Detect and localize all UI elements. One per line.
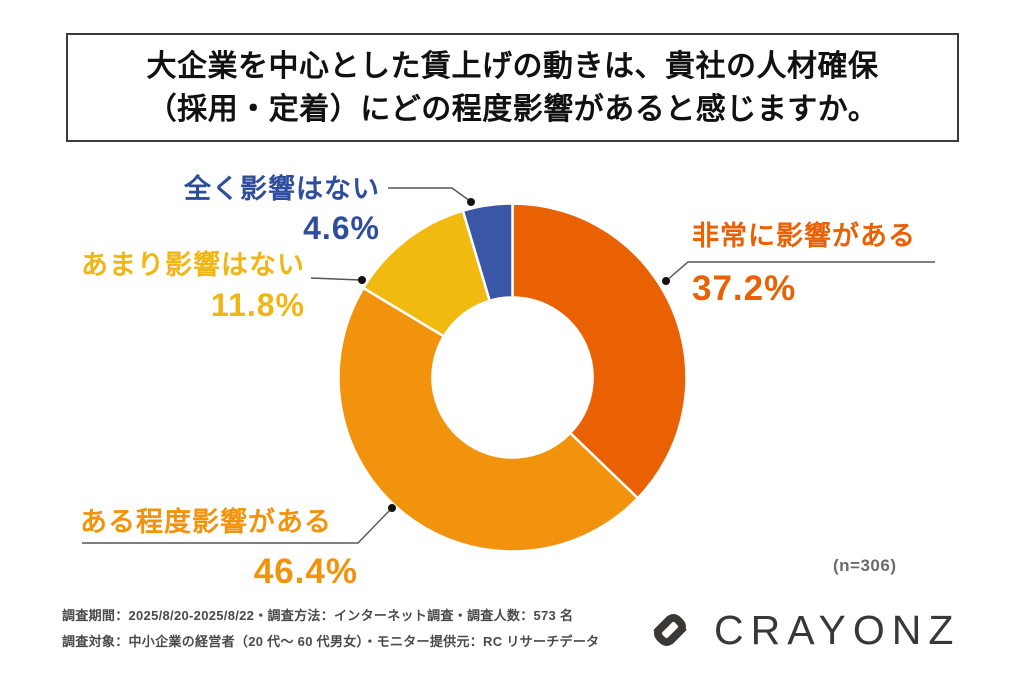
callout-not-affected-label: 全く影響はない	[184, 174, 380, 204]
callout-very-affected: 非常に影響がある 37.2%	[692, 219, 916, 307]
donut-chart-container	[337, 202, 688, 553]
callout-not-affected: 全く影響はない 4.6%	[148, 172, 380, 246]
brand-logo: CRAYONZ	[640, 600, 960, 660]
callout-not-much-affected-label: あまり影響はない	[81, 250, 305, 280]
survey-footnote-line-1: 調査期間：2025/8/20-2025/8/22・調査方法：インターネット調査・…	[62, 608, 574, 623]
title-line-1: 大企業を中心とした賃上げの動きは、貴社の人材確保	[146, 49, 879, 83]
sample-size-note: (n=306)	[833, 556, 897, 575]
survey-footnote-line-2: 調査対象：中小企業の経営者（20 代〜 60 代男女）・モニター提供元：RC リ…	[62, 634, 600, 649]
donut-chart	[337, 202, 688, 553]
survey-footnote: 調査期間：2025/8/20-2025/8/22・調査方法：インターネット調査・…	[62, 603, 599, 655]
brand-name: CRAYONZ	[714, 607, 961, 653]
donut-segment-3	[461, 202, 514, 303]
callout-very-affected-value: 37.2%	[692, 269, 797, 308]
callout-not-much-affected-value: 11.8%	[211, 287, 305, 323]
callout-somewhat-affected-label: ある程度影響がある	[80, 507, 332, 537]
callout-not-much-affected: あまり影響はない 11.8%	[55, 248, 305, 323]
title-box: 大企業を中心とした賃上げの動きは、貴社の人材確保 （採用・定着）にどの程度影響が…	[66, 33, 959, 142]
callout-not-affected-value: 4.6%	[303, 210, 380, 246]
callout-very-affected-label: 非常に影響がある	[692, 221, 916, 251]
leader-line-not-affected	[388, 187, 471, 202]
donut-segment-1	[337, 286, 640, 553]
crayonz-mark-icon	[653, 614, 687, 646]
title-line-2: （採用・定着）にどの程度影響があると感じますか。	[146, 92, 879, 126]
callout-somewhat-affected-value: 46.4%	[253, 552, 358, 591]
donut-segment-0	[511, 202, 688, 500]
callout-somewhat-affected: ある程度影響がある 46.4%	[80, 505, 358, 590]
